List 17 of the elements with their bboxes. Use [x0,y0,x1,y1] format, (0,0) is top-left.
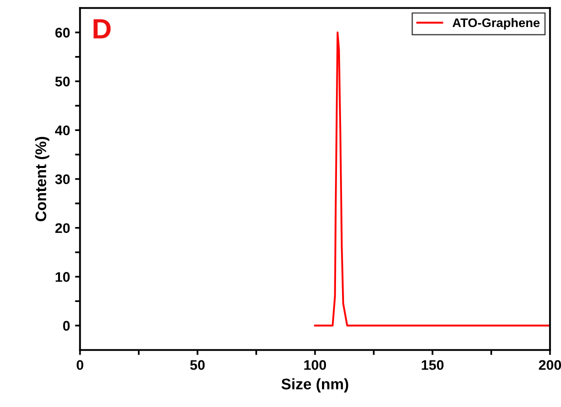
x-tick-label: 100 [304,360,326,370]
legend-label: ATO-Graphene [452,18,540,30]
y-tick-label: 0 [63,320,70,331]
y-tick-label: 30 [55,174,70,184]
x-tick-label: 0 [76,360,84,370]
x-axis-title: Size (nm) [281,378,348,392]
y-tick-label: 50 [55,76,70,86]
annotation: D [94,19,111,38]
y-tick-label: 40 [55,125,70,136]
y-tick-label: 10 [56,272,70,282]
x-tick-label: 150 [422,360,444,370]
x-tick-label: 50 [190,360,205,370]
y-tick-label: 20 [55,223,70,234]
line-series [314,32,550,326]
x-tick-label: 200 [538,360,561,370]
y-axis-title: Content (%) [35,136,50,222]
y-tick-label: 60 [55,28,70,38]
